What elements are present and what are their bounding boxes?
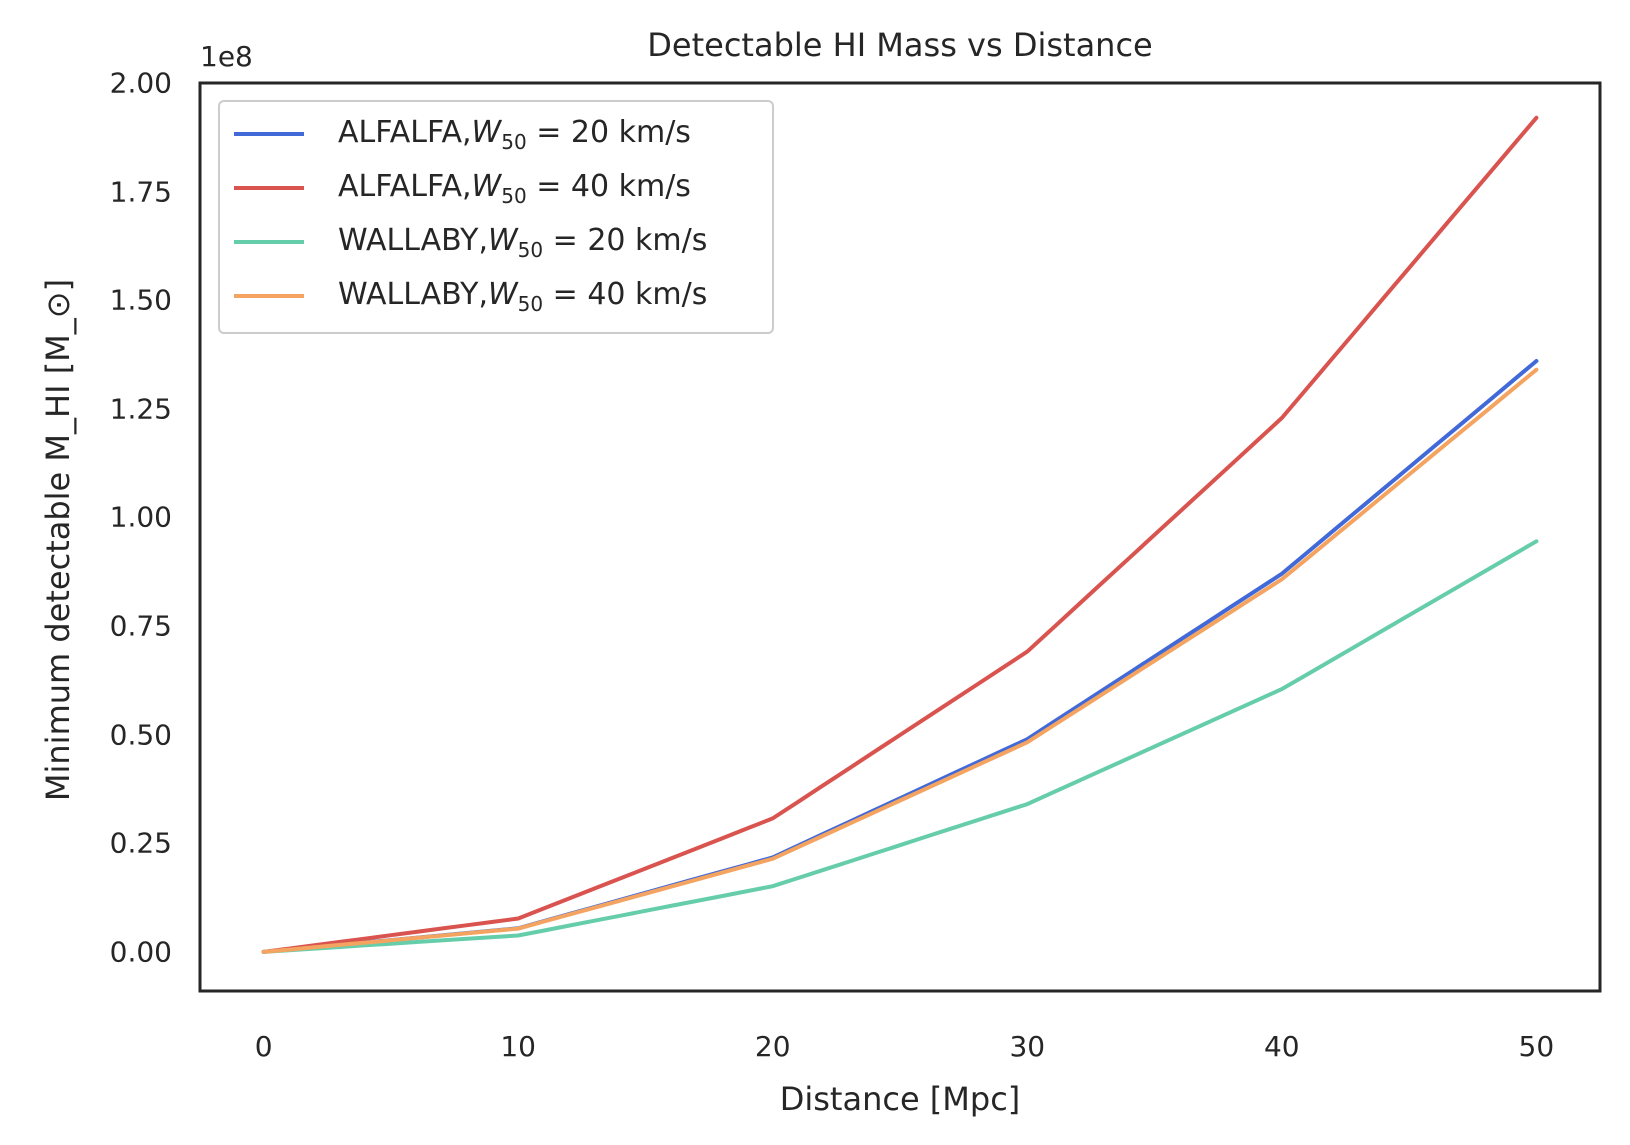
- series-line-1: [261, 115, 1539, 954]
- series-line-0: [261, 359, 1539, 954]
- x-axis-label: Distance [Mpc]: [779, 1080, 1021, 1118]
- y-tick-label: 2.00: [109, 66, 172, 100]
- legend-label: WALLABY,W50 = 20 km/s: [338, 222, 708, 262]
- legend-label: ALFALFA,W50 = 20 km/s: [338, 114, 691, 154]
- legend: ALFALFA,W50 = 20 km/s ALFALFA,W50 = 40 km…: [218, 100, 774, 334]
- x-tick-label: 50: [1518, 1030, 1555, 1063]
- series-line-3: [261, 367, 1539, 954]
- legend-item: ALFALFA,W50 = 20 km/s: [234, 108, 691, 160]
- series-lines: [261, 115, 1539, 954]
- legend-item: WALLABY,W50 = 20 km/s: [234, 216, 707, 268]
- legend-swatch: [234, 186, 304, 190]
- y-tick-label: 1.50: [109, 283, 172, 317]
- legend-swatch: [234, 294, 304, 298]
- legend-swatch: [234, 240, 304, 244]
- legend-label: ALFALFA,W50 = 40 km/s: [338, 168, 691, 208]
- y-tick-label: 0.50: [109, 718, 172, 752]
- y-axis-label: Minimum detectable M_HI [M_⊙]: [39, 279, 77, 801]
- x-tick-label: 0: [254, 1030, 273, 1063]
- x-tick-label: 30: [1009, 1030, 1046, 1063]
- legend-item: WALLABY,W50 = 40 km/s: [234, 270, 707, 322]
- y-tick-label: 0.25: [109, 826, 172, 860]
- y-tick-label: 1.75: [109, 175, 172, 209]
- y-axis-label-text: Minimum detectable M_HI [M_⊙]: [39, 278, 77, 802]
- legend-item: ALFALFA,W50 = 40 km/s: [234, 162, 691, 214]
- y-tick-label: 0.75: [109, 609, 172, 643]
- x-tick-label: 40: [1263, 1030, 1300, 1063]
- y-tick-label: 1.00: [109, 500, 172, 534]
- legend-label: WALLABY,W50 = 40 km/s: [338, 276, 708, 316]
- y-tick-label: 1.25: [109, 392, 172, 426]
- y-offset-label: 1e8: [200, 40, 253, 73]
- chart-title: Detectable HI Mass vs Distance: [647, 26, 1153, 64]
- plot-frame: [198, 81, 1602, 993]
- series-line-2: [261, 539, 1539, 954]
- y-tick-label: 0.00: [109, 935, 172, 969]
- x-tick-label: 20: [754, 1030, 791, 1063]
- legend-swatch: [234, 132, 304, 136]
- x-tick-label: 10: [500, 1030, 536, 1063]
